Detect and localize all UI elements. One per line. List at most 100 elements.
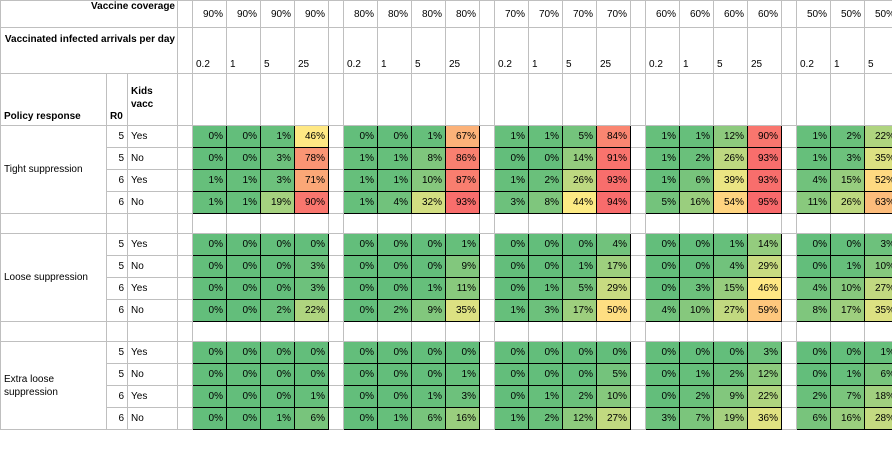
arrivals-cell: 5 [411,27,446,74]
probability-cell: 0% [226,299,261,322]
coverage-cell: 70% [596,0,631,28]
probability-cell: 4% [596,233,631,256]
probability-cell: 15% [830,169,865,192]
group-gap [479,407,495,430]
probability-cell: 1% [645,147,680,170]
probability-cell: 1% [445,233,480,256]
separator-cell [562,321,597,342]
coverage-cell: 80% [445,0,480,28]
probability-cell: 0% [645,277,680,300]
probability-cell: 0% [343,233,378,256]
group-gap [630,169,646,192]
probability-cell: 6% [411,407,446,430]
probability-cell: 0% [192,299,227,322]
probability-cell: 4% [796,169,831,192]
probability-cell: 52% [864,169,892,192]
separator-cell [260,321,295,342]
probability-cell: 0% [192,407,227,430]
kids-vacc-value: No [127,191,178,214]
separator-cell [679,213,714,234]
coverage-cell: 80% [377,0,412,28]
kids-vacc-value: Yes [127,341,178,364]
separator-cell [127,321,178,342]
separator-cell [645,213,680,234]
kids-vacc-value: No [127,299,178,322]
probability-cell: 27% [864,277,892,300]
probability-cell: 0% [679,233,714,256]
probability-cell: 1% [796,147,831,170]
probability-cell: 93% [747,169,782,192]
probability-cell: 0% [494,147,529,170]
probability-cell: 29% [596,277,631,300]
arrivals-cell: 0.2 [796,27,831,74]
probability-cell: 12% [562,407,597,430]
group-gap [630,385,646,408]
probability-cell: 10% [864,255,892,278]
col-r0-header: R0 [106,73,128,126]
group-gap [479,191,495,214]
group-gap [630,147,646,170]
group-gap [479,125,495,148]
probability-cell: 0% [528,147,563,170]
probability-cell: 1% [343,169,378,192]
probability-cell: 8% [796,299,831,322]
probability-cell: 46% [747,277,782,300]
separator-cell [796,213,831,234]
probability-cell: 1% [528,385,563,408]
group-gap [328,169,344,192]
group-gap [630,0,646,28]
separator-cell [192,321,227,342]
group-gap [177,147,193,170]
probability-cell: 0% [562,363,597,386]
probability-cell: 0% [528,363,563,386]
probability-cell: 3% [528,299,563,322]
coverage-cell: 70% [494,0,529,28]
probability-cell: 5% [562,277,597,300]
group-gap [177,27,193,74]
empty-header-cell [494,73,529,126]
probability-cell: 12% [713,125,748,148]
coverage-cell: 70% [562,0,597,28]
probability-cell: 26% [830,191,865,214]
empty-header-cell [528,73,563,126]
arrivals-cell: 1 [226,27,261,74]
empty-header-cell [679,73,714,126]
group-gap [781,299,797,322]
coverage-cell: 60% [679,0,714,28]
probability-cell: 0% [343,363,378,386]
arrivals-cell: 1 [679,27,714,74]
group-gap [479,147,495,170]
probability-cell: 0% [494,233,529,256]
probability-cell: 9% [713,385,748,408]
probability-cell: 10% [830,277,865,300]
probability-cell: 6% [294,407,329,430]
coverage-cell: 50% [830,0,865,28]
probability-cell: 0% [830,233,865,256]
separator-cell [0,321,107,342]
group-gap [328,125,344,148]
probability-cell: 93% [445,191,480,214]
probability-cell: 0% [377,125,412,148]
empty-header-cell [747,73,782,126]
probability-cell: 0% [796,233,831,256]
r0-value: 5 [106,341,128,364]
group-gap [328,299,344,322]
probability-cell: 3% [864,233,892,256]
group-gap [328,27,344,74]
probability-cell: 0% [226,341,261,364]
probability-cell: 67% [445,125,480,148]
group-gap [630,27,646,74]
probability-cell: 17% [562,299,597,322]
coverage-cell: 90% [226,0,261,28]
probability-cell: 0% [294,341,329,364]
probability-cell: 95% [747,191,782,214]
probability-cell: 93% [747,147,782,170]
group-gap [781,169,797,192]
probability-cell: 0% [645,255,680,278]
group-gap [177,233,193,256]
empty-header-cell [343,73,378,126]
probability-cell: 19% [260,191,295,214]
probability-cell: 3% [260,147,295,170]
separator-cell [445,213,480,234]
probability-cell: 16% [445,407,480,430]
